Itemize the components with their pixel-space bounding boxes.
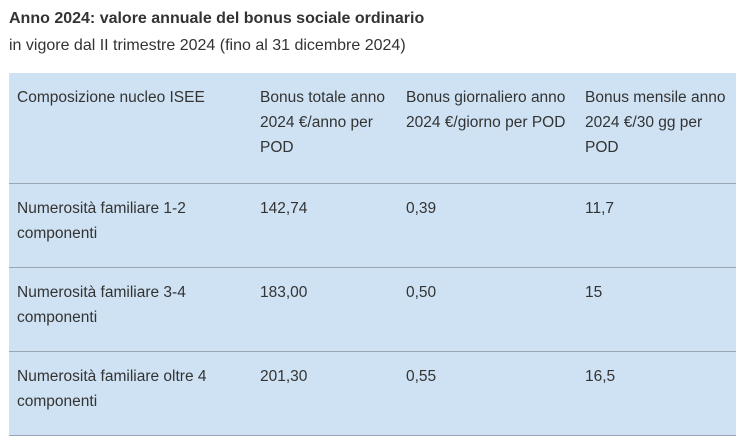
bonus-table: Composizione nucleo ISEE Bonus totale an… [9,73,736,436]
header-total-bonus: Bonus totale anno 2024 €/anno per POD [260,89,385,156]
page-subtitle: in vigore dal II trimestre 2024 (fino al… [9,37,406,54]
header-composition: Composizione nucleo ISEE [17,89,205,106]
table-row: Numerosità familiare 3-4 componenti 183,… [9,268,736,352]
table-header-row: Composizione nucleo ISEE Bonus totale an… [9,73,736,184]
cell-total-bonus: 183,00 [260,284,308,301]
header-monthly-bonus: Bonus mensile anno 2024 €/30 gg per POD [585,89,726,156]
cell-total-bonus: 201,30 [260,368,308,385]
header-daily-bonus: Bonus giornaliero anno 2024 €/giorno per… [406,89,566,131]
cell-daily-bonus: 0,50 [406,284,437,301]
table-row: Numerosità familiare 1-2 componenti 142,… [9,184,736,268]
cell-monthly-bonus: 11,7 [585,200,615,217]
cell-daily-bonus: 0,55 [406,368,437,385]
cell-composition: Numerosità familiare oltre 4 componenti [17,368,207,410]
page-title: Anno 2024: valore annuale del bonus soci… [9,10,425,27]
cell-composition: Numerosità familiare 3-4 componenti [17,284,186,326]
cell-monthly-bonus: 15 [585,284,603,301]
cell-monthly-bonus: 16,5 [585,368,616,385]
cell-composition: Numerosità familiare 1-2 componenti [17,200,186,242]
cell-total-bonus: 142,74 [260,200,308,217]
table-row: Numerosità familiare oltre 4 componenti … [9,352,736,436]
cell-daily-bonus: 0,39 [406,200,437,217]
